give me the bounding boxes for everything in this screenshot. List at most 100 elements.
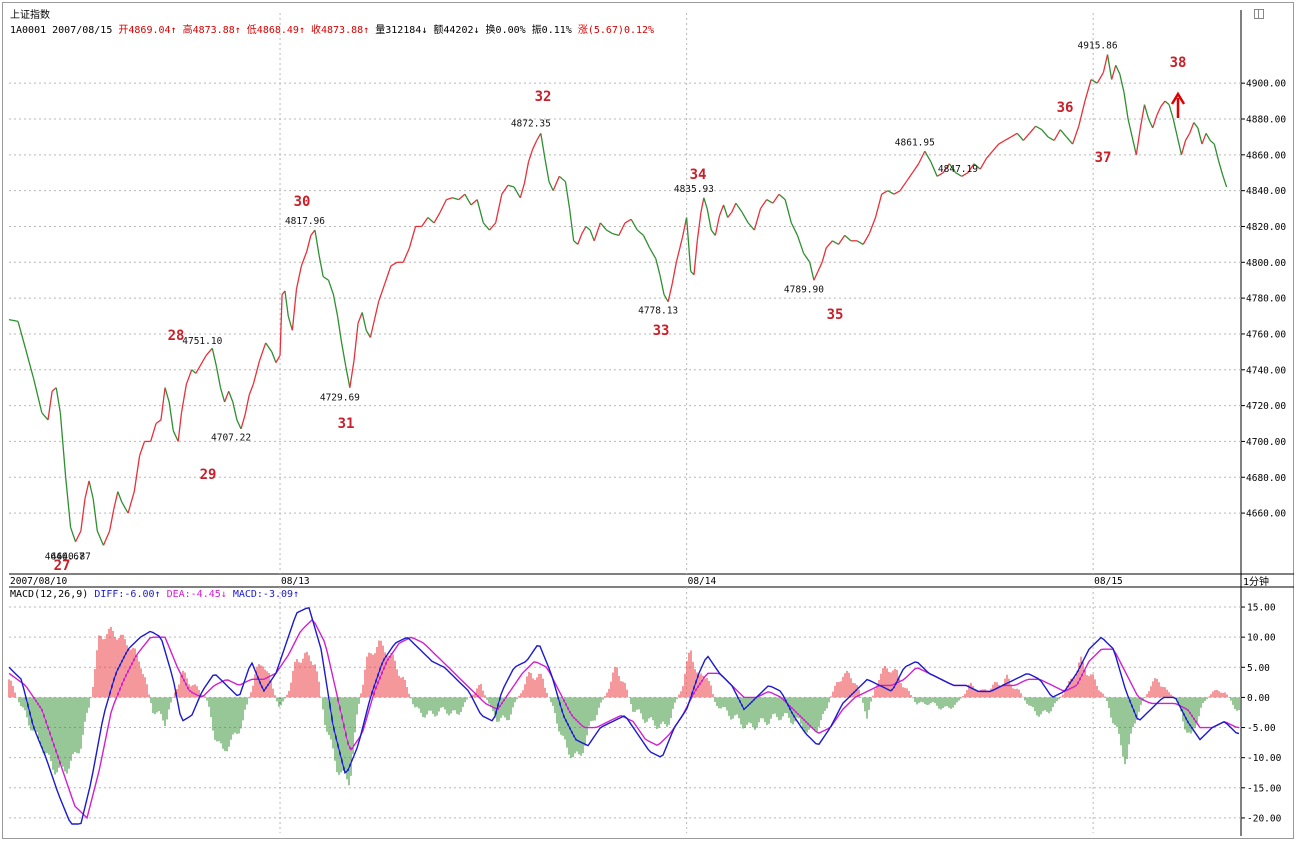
price-segment [881,190,889,195]
price-y-tick-label: 4780.00 [1246,294,1286,305]
price-segment [809,262,815,281]
price-segment [568,208,575,241]
price-segment [714,215,721,236]
macd-info-bar: MACD(12,26,9) DIFF:-6.00↑ DEA:-4.45↓ MAC… [10,589,299,600]
price-segment [365,330,371,338]
price-segment [710,229,716,236]
price-y-tick-label: 4880.00 [1246,114,1286,125]
macd-y-tick-label: 10.00 [1247,633,1276,644]
price-segment [1035,125,1043,131]
price-segment [832,240,839,245]
price-segment [930,161,938,177]
price-segment [1193,122,1199,129]
price-segment [747,222,755,231]
price-segment [813,270,819,281]
price-segment [332,294,339,317]
price-segment [340,342,347,367]
price-segment [1115,64,1121,75]
price-segment [992,143,1000,152]
price-segment [722,204,729,218]
price-segment [1221,174,1228,188]
price-segment [844,234,852,242]
price-segment [544,158,550,182]
window-restore-icon[interactable] [1254,9,1264,19]
price-segment [113,491,119,510]
x-tick-label: 2007/08/10 [10,576,67,587]
diff-line [8,606,1240,825]
price-segment [862,233,870,245]
price-segment [979,158,987,170]
price-segment [310,229,316,236]
price-segment [558,175,566,183]
price-segment [177,412,183,442]
price-extreme-label: 4847.19 [938,164,978,175]
price-segment [1029,125,1037,134]
price-segment [336,315,343,344]
price-segment [408,226,417,249]
price-segment [1016,132,1024,141]
price-segment [693,240,698,275]
price-segment [821,247,827,263]
price-segment [825,240,833,249]
price-segment [1022,132,1030,141]
price-segment [47,391,53,421]
price-segment [1096,72,1104,84]
price-segment [675,237,684,263]
price-segment [248,383,254,396]
price-segment [69,527,77,542]
price-segment [41,412,49,421]
price-segment [427,217,435,224]
macd-y-tick-label: -5.00 [1247,723,1276,734]
price-segment [252,360,261,385]
price-segment [322,276,329,281]
wave-label-35: 35 [827,307,844,323]
price-segment [548,181,554,191]
price-extreme-label: 4872.35 [511,119,551,130]
price-segment [527,149,534,163]
price-segment [1143,104,1150,120]
price-segment [1156,106,1162,116]
macd-y-tick-label: -20.00 [1247,813,1282,824]
price-segment [384,265,392,285]
quote-info-bar: 1A0001 2007/08/15 开4869.04↑ 高4873.88↑ 低4… [10,21,654,36]
price-segment [856,240,864,245]
price-segment [973,163,981,170]
macd-y-tick-label: 0.00 [1247,693,1270,704]
x-tick-label: 08/13 [281,576,310,587]
macd-y-tick-label: 15.00 [1247,603,1276,614]
price-segment [1053,129,1061,141]
price-y-tick-label: 4900.00 [1246,79,1286,90]
price-extreme-label: 4640.87 [51,551,91,562]
price-segment [482,222,490,231]
price-segment [160,387,166,421]
price-segment [421,217,429,227]
price-segment [205,347,213,356]
price-segment [630,218,638,231]
price-segment [1135,127,1142,155]
price-segment [452,197,459,201]
price-segment [778,193,786,201]
price-segment [65,477,72,528]
price-segment [685,217,692,272]
price-segment [1059,129,1067,138]
price-segment [961,172,969,177]
price-segment [150,423,157,442]
price-y-tick-label: 4660.00 [1246,509,1286,520]
price-segment [1172,118,1178,138]
price-segment [369,319,376,338]
price-segment [1217,160,1224,175]
price-segment [92,498,98,532]
price-segment [985,150,994,159]
price-segment [390,261,398,267]
price-segment [899,181,907,192]
price-segment [464,193,472,206]
x-tick-label: 08/14 [688,576,717,587]
price-segment [117,491,123,503]
price-segment [1131,136,1137,155]
price-segment [513,186,521,199]
amplitude-value: 振0.11% [531,25,572,36]
price-segment [191,369,197,374]
price-segment [284,290,289,317]
price-segment [772,193,780,204]
